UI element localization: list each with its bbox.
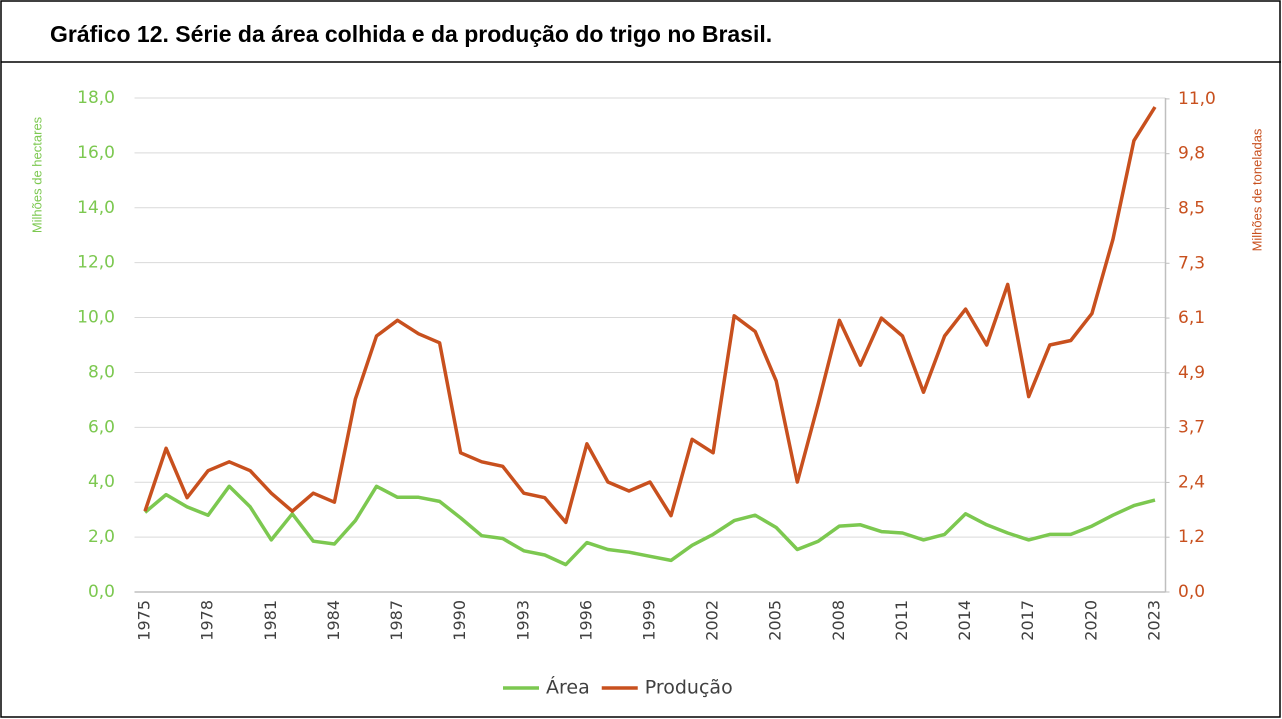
x-tick-label: 1975 — [135, 600, 154, 641]
y2-tick-label: 1,2 — [1178, 527, 1205, 547]
x-tick-label: 2023 — [1144, 600, 1163, 641]
y-tick-label: 12,0 — [77, 253, 115, 273]
y-tick-label: 4,0 — [88, 472, 115, 492]
series-line — [143, 484, 1156, 567]
y2-tick-label: 2,4 — [1178, 472, 1205, 492]
y-axis-label: Milhões de hectares — [29, 116, 44, 233]
y-tick-label: 18,0 — [77, 88, 115, 108]
y-tick-label: 14,0 — [77, 198, 115, 218]
x-tick-label: 2002 — [703, 600, 722, 641]
y2-tick-label: 7,3 — [1178, 253, 1205, 273]
y2-tick-label: 0,0 — [1178, 582, 1205, 602]
y2-tick-label: 4,9 — [1178, 363, 1205, 383]
x-tick-label: 1999 — [640, 600, 659, 641]
y-tick-label: 10,0 — [77, 308, 115, 328]
y2-tick-label: 9,8 — [1178, 144, 1205, 164]
x-tick-label: 1996 — [576, 600, 595, 641]
y2-tick-label: 6,1 — [1178, 308, 1205, 328]
legend-label: Área — [546, 676, 590, 699]
legend-label: Produção — [645, 677, 733, 699]
chart-title: Gráfico 12. Série da área colhida e da p… — [50, 21, 772, 47]
y2-tick-label: 8,5 — [1178, 198, 1205, 218]
x-tick-label: 1981 — [261, 600, 280, 641]
x-tick-label: 1987 — [387, 600, 406, 641]
x-tick-label: 1984 — [324, 600, 343, 641]
y-tick-label: 8,0 — [88, 362, 115, 382]
x-tick-label: 2020 — [1081, 600, 1100, 641]
x-tick-label: 2014 — [955, 600, 974, 641]
y-tick-label: 6,0 — [88, 417, 115, 437]
series-line — [143, 106, 1157, 525]
y-tick-label: 2,0 — [88, 527, 115, 547]
y2-tick-label: 3,7 — [1178, 418, 1205, 438]
y-tick-label: 16,0 — [77, 143, 115, 163]
y-tick-label: 0,0 — [88, 582, 115, 602]
x-tick-label: 2017 — [1018, 600, 1037, 641]
x-tick-label: 2008 — [829, 600, 848, 641]
x-tick-label: 2005 — [766, 600, 785, 641]
y2-tick-label: 11,0 — [1178, 89, 1216, 109]
x-tick-label: 2011 — [892, 600, 911, 641]
y2-axis-label: Milhões de toneladas — [1249, 128, 1264, 251]
x-tick-label: 1993 — [513, 600, 532, 641]
x-tick-label: 1990 — [450, 600, 469, 641]
x-tick-label: 1978 — [198, 600, 217, 641]
